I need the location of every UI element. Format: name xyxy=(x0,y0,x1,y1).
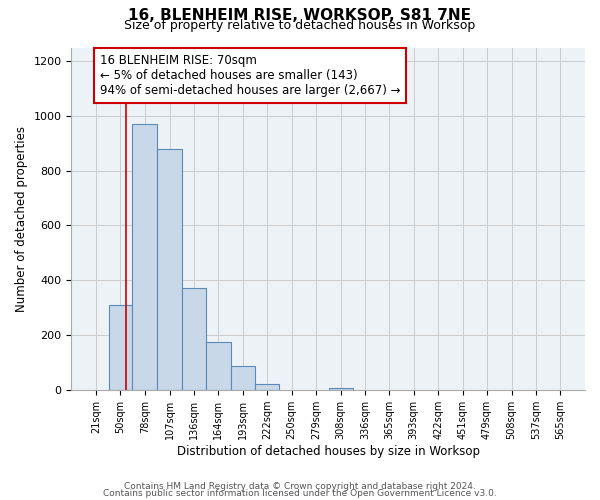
Bar xyxy=(133,124,157,390)
Y-axis label: Number of detached properties: Number of detached properties xyxy=(15,126,28,312)
Bar xyxy=(182,288,206,390)
Text: Contains HM Land Registry data © Crown copyright and database right 2024.: Contains HM Land Registry data © Crown c… xyxy=(124,482,476,491)
X-axis label: Distribution of detached houses by size in Worksop: Distribution of detached houses by size … xyxy=(177,444,480,458)
Text: 16 BLENHEIM RISE: 70sqm
← 5% of detached houses are smaller (143)
94% of semi-de: 16 BLENHEIM RISE: 70sqm ← 5% of detached… xyxy=(100,54,400,98)
Bar xyxy=(109,305,133,390)
Bar xyxy=(206,342,230,390)
Bar xyxy=(230,366,255,390)
Bar xyxy=(329,388,353,390)
Text: Size of property relative to detached houses in Worksop: Size of property relative to detached ho… xyxy=(124,18,476,32)
Text: 16, BLENHEIM RISE, WORKSOP, S81 7NE: 16, BLENHEIM RISE, WORKSOP, S81 7NE xyxy=(128,8,472,22)
Bar xyxy=(255,384,279,390)
Text: Contains public sector information licensed under the Open Government Licence v3: Contains public sector information licen… xyxy=(103,488,497,498)
Bar xyxy=(157,149,182,390)
